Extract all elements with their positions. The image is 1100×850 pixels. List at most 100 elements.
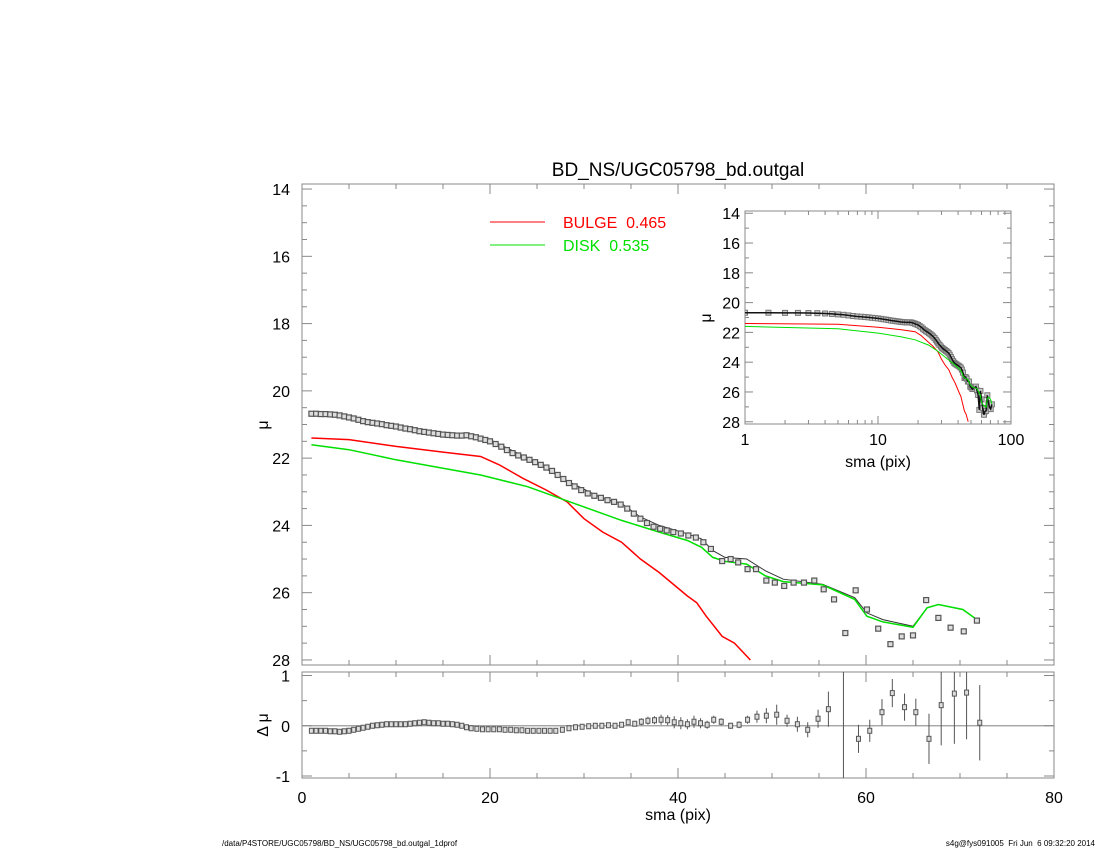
residual-point: [440, 720, 446, 727]
y-tick-label: 14: [272, 182, 290, 199]
residual-point: [867, 727, 873, 734]
inset-x-tick-label: 10: [869, 432, 887, 449]
residual-point: [559, 726, 565, 733]
residual-point: [678, 720, 684, 727]
x-tick-label: 20: [481, 790, 499, 807]
data-point: [692, 534, 699, 541]
residual-point: [513, 727, 519, 734]
residual-point: [360, 724, 366, 731]
data-point: [650, 523, 657, 530]
residual-point: [977, 719, 983, 726]
residual-point: [449, 721, 455, 728]
residual-point: [794, 721, 800, 728]
residual-point: [530, 727, 536, 734]
residual-point: [337, 728, 343, 735]
residual-point: [619, 721, 625, 728]
inset-total-line: [745, 311, 993, 416]
residual-point: [485, 726, 491, 733]
data-point: [947, 624, 954, 631]
inset-y-tick-label: 18: [722, 266, 740, 283]
data-point: [752, 566, 760, 573]
residual-point: [736, 721, 742, 728]
data-point: [617, 501, 624, 508]
data-point: [973, 617, 981, 624]
data-point: [830, 596, 838, 603]
residual-point: [913, 709, 919, 716]
residual-point: [393, 721, 399, 728]
residual-point: [374, 722, 380, 729]
data-point: [554, 471, 561, 479]
inset-y-tick-label: 20: [722, 296, 740, 313]
residual-point: [711, 716, 717, 723]
data-point: [537, 461, 544, 468]
data-point: [727, 555, 734, 563]
residual-point: [645, 717, 651, 724]
data-point: [492, 440, 499, 448]
residual-point: [346, 727, 352, 734]
residual-point: [625, 719, 631, 726]
data-point: [763, 577, 770, 584]
data-point: [670, 529, 677, 536]
x-axis-label: sma (pix): [645, 807, 711, 824]
residual-point: [638, 718, 644, 725]
data-point: [677, 530, 684, 537]
inset-x-axis-label: sma (pix): [845, 454, 911, 471]
data-point: [548, 467, 556, 475]
data-point: [735, 559, 742, 566]
inset-x-tick-label: 100: [998, 432, 1025, 449]
data-point: [657, 525, 664, 532]
inset-y-tick-label: 24: [722, 355, 740, 372]
inset-y-axis-label: μ: [698, 313, 715, 322]
inset-y-tick-label: 26: [722, 385, 740, 402]
residual-point: [964, 689, 970, 696]
residual-point: [763, 712, 769, 719]
data-point: [604, 497, 611, 504]
data-point: [790, 579, 797, 586]
residual-point: [665, 717, 671, 724]
residual-point: [379, 721, 385, 728]
inset-disk-line: [745, 325, 993, 409]
residual-point: [308, 727, 314, 734]
data-point: [597, 494, 605, 501]
residual-point: [605, 722, 611, 729]
residual-point: [658, 716, 664, 723]
residual-point: [402, 721, 408, 728]
data-point: [820, 586, 827, 593]
data-point: [960, 628, 967, 635]
y-tick-label: 28: [272, 653, 290, 670]
data-point: [543, 464, 550, 471]
data-point: [771, 579, 778, 586]
y-tick-label: 24: [272, 518, 290, 535]
data-point: [685, 532, 692, 539]
residual-point: [508, 726, 514, 733]
inset-y-tick-label: 16: [722, 236, 740, 253]
y-tick-label: 20: [272, 384, 290, 401]
y-tick-label: 26: [272, 586, 290, 603]
residual-point: [684, 721, 690, 728]
residual-point: [632, 720, 638, 727]
residual-point: [474, 725, 480, 732]
data-point: [526, 456, 533, 463]
residual-point: [313, 727, 319, 734]
disk-model-line: [311, 443, 978, 629]
residual-y-axis-label: Δ μ: [255, 713, 272, 736]
residual-point: [502, 726, 508, 733]
residual-point: [691, 718, 697, 725]
residual-point: [586, 723, 592, 730]
data-point: [630, 510, 637, 517]
data-point: [578, 486, 585, 494]
residual-point: [468, 725, 474, 732]
residual-point: [652, 717, 657, 724]
residual-point: [491, 726, 497, 733]
residual-point: [351, 726, 357, 733]
residual-point: [825, 706, 831, 713]
residual-y-tick-label: 1: [281, 669, 290, 686]
residual-point: [464, 724, 469, 731]
data-point: [509, 449, 516, 457]
data-point: [643, 519, 651, 527]
data-point: [624, 505, 631, 512]
residual-point: [671, 719, 677, 726]
residual-point: [355, 725, 361, 732]
residual-point: [496, 726, 502, 733]
